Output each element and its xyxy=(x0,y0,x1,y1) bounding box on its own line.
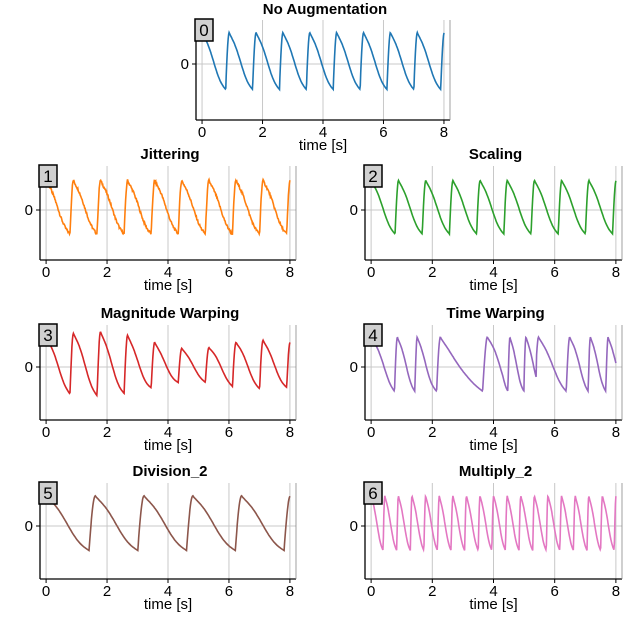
x-tick-label: 0 xyxy=(367,583,375,600)
subplot-3: 0 2 4 6 8 0 time [s] Magnitude Warping 3 xyxy=(25,305,297,454)
subplot-5: 0 2 4 6 8 0 time [s] Division_2 5 xyxy=(25,463,297,613)
subplot-0: 0 2 4 6 8 0 time [s] No Augmentation 0 xyxy=(181,1,451,154)
panel-badge xyxy=(363,481,383,505)
x-tick-label: 8 xyxy=(612,264,620,281)
x-tick-label: 8 xyxy=(286,424,294,441)
panel-badge xyxy=(363,164,383,188)
x-tick-label: 8 xyxy=(612,583,620,600)
series-line xyxy=(45,177,291,237)
x-axis-label: time [s] xyxy=(144,596,192,613)
x-axis-label: time [s] xyxy=(469,437,517,454)
x-tick-label: 8 xyxy=(440,124,448,141)
x-tick-label: 2 xyxy=(428,264,436,281)
panel-badge-number: 1 xyxy=(43,167,52,186)
x-tick-label: 0 xyxy=(367,424,375,441)
panel-badge-number: 3 xyxy=(43,326,52,345)
panel-badge xyxy=(38,323,58,347)
x-tick-label: 4 xyxy=(489,583,497,600)
subplot-title: Jittering xyxy=(140,146,199,163)
subplot-title: Time Warping xyxy=(446,305,544,322)
x-tick-label: 2 xyxy=(103,583,111,600)
x-tick-label: 6 xyxy=(551,264,559,281)
series-line xyxy=(45,494,291,552)
x-tick-label: 2 xyxy=(258,124,266,141)
x-tick-label: 6 xyxy=(225,583,233,600)
subplot-title: Scaling xyxy=(469,146,522,163)
x-axis-label: time [s] xyxy=(469,596,517,613)
panel-badge xyxy=(363,323,383,347)
series-line xyxy=(370,493,617,553)
x-tick-label: 8 xyxy=(286,264,294,281)
x-tick-label: 4 xyxy=(164,583,172,600)
x-axis-label: time [s] xyxy=(144,277,192,294)
series-line xyxy=(201,30,445,92)
y-tick-label: 0 xyxy=(181,56,189,73)
subplot-title: Magnitude Warping xyxy=(101,305,240,322)
panel-badge xyxy=(38,481,58,505)
y-tick-label: 0 xyxy=(25,202,33,219)
x-tick-label: 6 xyxy=(551,424,559,441)
y-tick-label: 0 xyxy=(25,518,33,535)
x-tick-label: 4 xyxy=(164,264,172,281)
panel-badge-number: 4 xyxy=(368,326,377,345)
x-tick-label: 0 xyxy=(42,264,50,281)
x-tick-label: 8 xyxy=(612,424,620,441)
x-axis-label: time [s] xyxy=(469,277,517,294)
series-line xyxy=(45,330,291,398)
x-tick-label: 2 xyxy=(103,264,111,281)
x-tick-label: 2 xyxy=(428,583,436,600)
panel-badge-number: 5 xyxy=(43,484,52,503)
x-tick-label: 8 xyxy=(286,583,294,600)
y-tick-label: 0 xyxy=(25,359,33,376)
x-tick-label: 6 xyxy=(225,424,233,441)
y-tick-label: 0 xyxy=(350,359,358,376)
series-line xyxy=(370,178,617,237)
subplot-title: Multiply_2 xyxy=(459,463,532,480)
x-tick-label: 2 xyxy=(103,424,111,441)
x-tick-label: 6 xyxy=(551,583,559,600)
x-tick-label: 6 xyxy=(379,124,387,141)
series-line xyxy=(370,334,617,394)
panel-badge xyxy=(194,18,214,42)
x-tick-label: 6 xyxy=(225,264,233,281)
panel-badge xyxy=(38,164,58,188)
x-tick-label: 0 xyxy=(42,424,50,441)
x-tick-label: 4 xyxy=(319,124,327,141)
subplot-title: No Augmentation xyxy=(263,1,387,18)
panel-badge-number: 6 xyxy=(368,484,377,503)
x-axis-label: time [s] xyxy=(144,437,192,454)
x-tick-label: 0 xyxy=(198,124,206,141)
subplot-title: Division_2 xyxy=(132,463,207,480)
panel-badge-number: 0 xyxy=(199,21,208,40)
subplot-4: 0 2 4 6 8 0 time [s] Time Warping 4 xyxy=(350,305,623,454)
panel-badge-number: 2 xyxy=(368,167,377,186)
subplot-6: 0 2 4 6 8 0 time [s] Multiply_2 6 xyxy=(350,463,623,613)
y-tick-label: 0 xyxy=(350,202,358,219)
x-tick-label: 4 xyxy=(164,424,172,441)
x-tick-label: 0 xyxy=(42,583,50,600)
x-axis-label: time [s] xyxy=(299,137,347,154)
y-tick-label: 0 xyxy=(350,518,358,535)
subplot-1: 0 2 4 6 8 0 time [s] Jittering 1 xyxy=(25,146,297,294)
x-tick-label: 4 xyxy=(489,264,497,281)
x-tick-label: 2 xyxy=(428,424,436,441)
x-tick-label: 4 xyxy=(489,424,497,441)
x-tick-label: 0 xyxy=(367,264,375,281)
